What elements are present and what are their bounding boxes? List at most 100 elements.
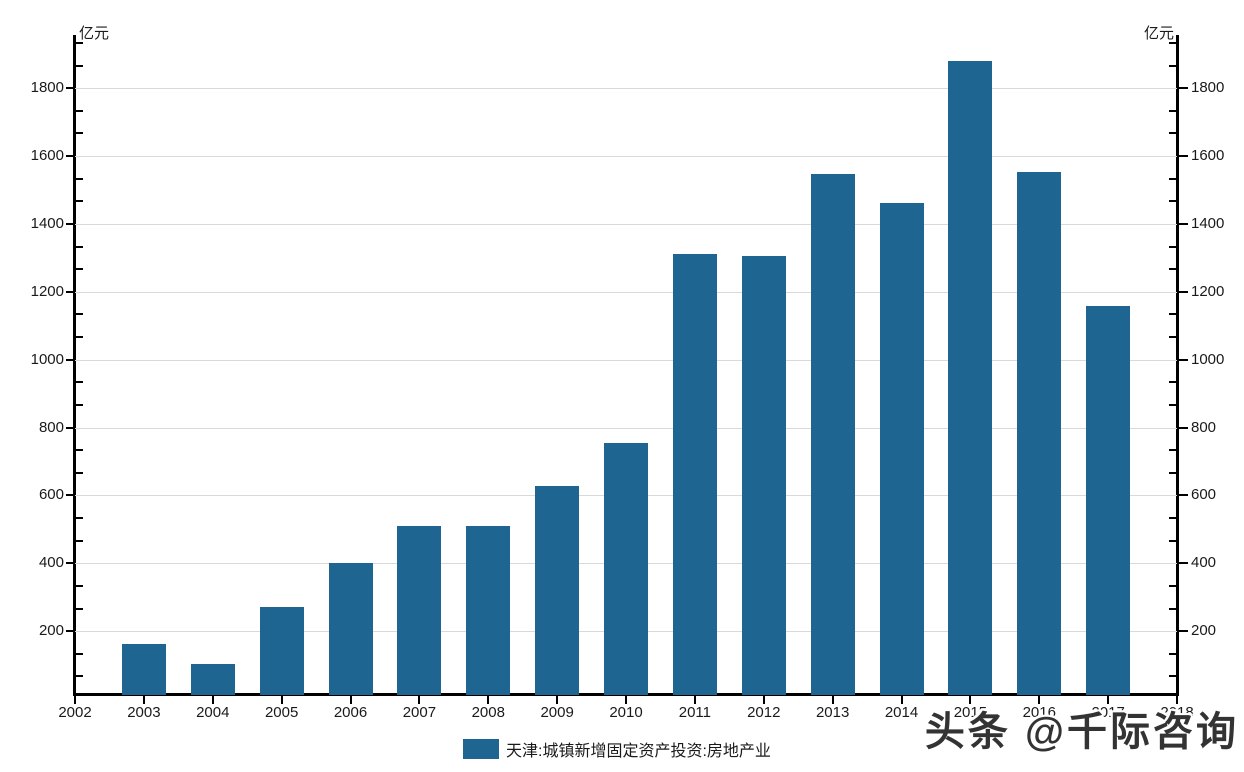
bar-2011 (672, 254, 717, 695)
right-y-minor-tick (1169, 336, 1176, 338)
right-y-minor-tick (1169, 268, 1176, 271)
left-y-tick-label-1000: 1000 (30, 350, 64, 368)
x-tick-label-2012: 2012 (747, 704, 781, 721)
left-y-minor-tick (76, 652, 83, 655)
left-y-minor-tick (76, 403, 83, 406)
x-tick-label-2010: 2010 (609, 704, 643, 721)
right-y-minor-tick (1169, 584, 1176, 587)
x-tick-label-2011: 2011 (678, 704, 711, 721)
x-tick-2004 (211, 696, 214, 704)
x-tick-2006 (349, 696, 352, 704)
left-y-tick-label-1600: 1600 (30, 147, 64, 164)
right-y-tick-label-800: 800 (1191, 418, 1217, 436)
gridline-1600 (75, 156, 1177, 157)
bar-2003 (121, 644, 166, 695)
right-y-tick-label-400: 400 (1191, 554, 1217, 572)
right-y-tick-label-1400: 1400 (1191, 214, 1225, 232)
left-y-minor-tick (76, 64, 83, 67)
x-tick-label-2009: 2009 (540, 704, 574, 721)
bar-2005 (259, 607, 304, 695)
right-y-minor-tick (1169, 381, 1176, 384)
left-y-tick-label-600: 600 (38, 486, 64, 504)
bar-2007 (397, 526, 442, 695)
right-y-minor-tick (1169, 675, 1176, 678)
bar-2012 (741, 256, 786, 695)
left-y-tick-label-400: 400 (38, 554, 64, 572)
right-y-minor-tick (1169, 471, 1176, 474)
x-tick-label-2013: 2013 (815, 704, 850, 721)
right-y-tick-label-600: 600 (1191, 486, 1217, 504)
right-y-tick-400 (1179, 562, 1188, 565)
right-y-minor-tick (1169, 449, 1176, 452)
right-y-minor-tick (1169, 200, 1176, 203)
x-tick-2010 (625, 696, 627, 704)
right-y-tick-1600 (1179, 155, 1188, 157)
right-y-minor-tick (1169, 517, 1176, 519)
left-y-minor-tick (76, 584, 83, 587)
right-y-tick-600 (1179, 494, 1188, 497)
x-tick-label-2016: 2016 (1022, 704, 1056, 721)
bar-2014 (879, 203, 924, 695)
left-y-tick-800 (66, 426, 75, 429)
left-y-minor-tick (76, 177, 83, 180)
x-tick-2005 (280, 696, 283, 704)
right-y-minor-tick (1169, 403, 1176, 406)
left-y-tick-label-1400: 1400 (30, 214, 64, 232)
left-y-minor-tick (76, 268, 83, 271)
right-y-tick-1000 (1179, 358, 1188, 361)
right-y-minor-tick (1169, 109, 1176, 112)
right-y-tick-label-1600: 1600 (1191, 147, 1225, 164)
x-tick-2015 (969, 696, 972, 704)
left-y-minor-tick (76, 539, 83, 542)
x-tick-2016 (1038, 696, 1041, 704)
right-y-minor-tick (1169, 64, 1176, 67)
right-y-tick-200 (1179, 630, 1188, 633)
x-tick-2003 (142, 696, 145, 704)
left-y-minor-tick (76, 313, 83, 316)
x-tick-2014 (900, 696, 903, 704)
x-tick-2017 (1107, 696, 1110, 704)
legend: 天津:城镇新增固定资产投资:房地产业 (463, 737, 771, 761)
bar-2015 (948, 61, 993, 695)
bar-2016 (1017, 171, 1062, 695)
right-y-axis-line (1176, 35, 1179, 696)
left-y-tick-400 (66, 562, 75, 565)
right-axis-unit-label: 亿元 (1144, 25, 1175, 42)
left-y-minor-tick (76, 41, 83, 44)
left-y-minor-tick (76, 109, 83, 112)
x-tick-label-2014: 2014 (884, 704, 919, 721)
bar-2017 (1086, 306, 1131, 695)
left-y-tick-1200 (66, 290, 75, 293)
right-y-minor-tick (1169, 132, 1176, 135)
legend-label: 天津:城镇新增固定资产投资:房地产业 (506, 743, 771, 760)
x-tick-2008 (487, 696, 490, 704)
left-y-tick-label-200: 200 (38, 622, 64, 640)
left-y-tick-200 (66, 630, 75, 633)
x-tick-label-2006: 2006 (333, 704, 368, 721)
x-tick-label-2018: 2018 (1160, 704, 1194, 721)
gridline-1000 (75, 359, 1177, 361)
left-y-minor-tick (76, 200, 83, 203)
gridline-1800 (75, 88, 1177, 90)
x-tick-label-2005: 2005 (264, 704, 299, 721)
gridline-800 (75, 427, 1177, 429)
left-y-minor-tick (76, 449, 83, 452)
x-tick-2013 (831, 696, 834, 704)
x-tick-2002 (74, 696, 76, 704)
bar-2010 (604, 443, 648, 695)
x-tick-2018 (1176, 696, 1178, 704)
left-y-tick-600 (66, 494, 75, 497)
left-y-axis-line (73, 35, 76, 696)
x-tick-label-2017: 2017 (1091, 704, 1125, 721)
watermark: 头条 @千际咨询 (924, 710, 1239, 754)
bar-2004 (190, 664, 235, 695)
left-y-tick-1400 (66, 222, 75, 225)
x-tick-2007 (418, 696, 421, 704)
x-tick-label-2004: 2004 (196, 704, 230, 721)
x-tick-2009 (556, 696, 559, 704)
bar-2013 (810, 173, 855, 695)
left-y-tick-label-800: 800 (38, 418, 64, 436)
x-tick-label-2003: 2003 (127, 704, 161, 721)
right-y-tick-1200 (1179, 290, 1188, 293)
